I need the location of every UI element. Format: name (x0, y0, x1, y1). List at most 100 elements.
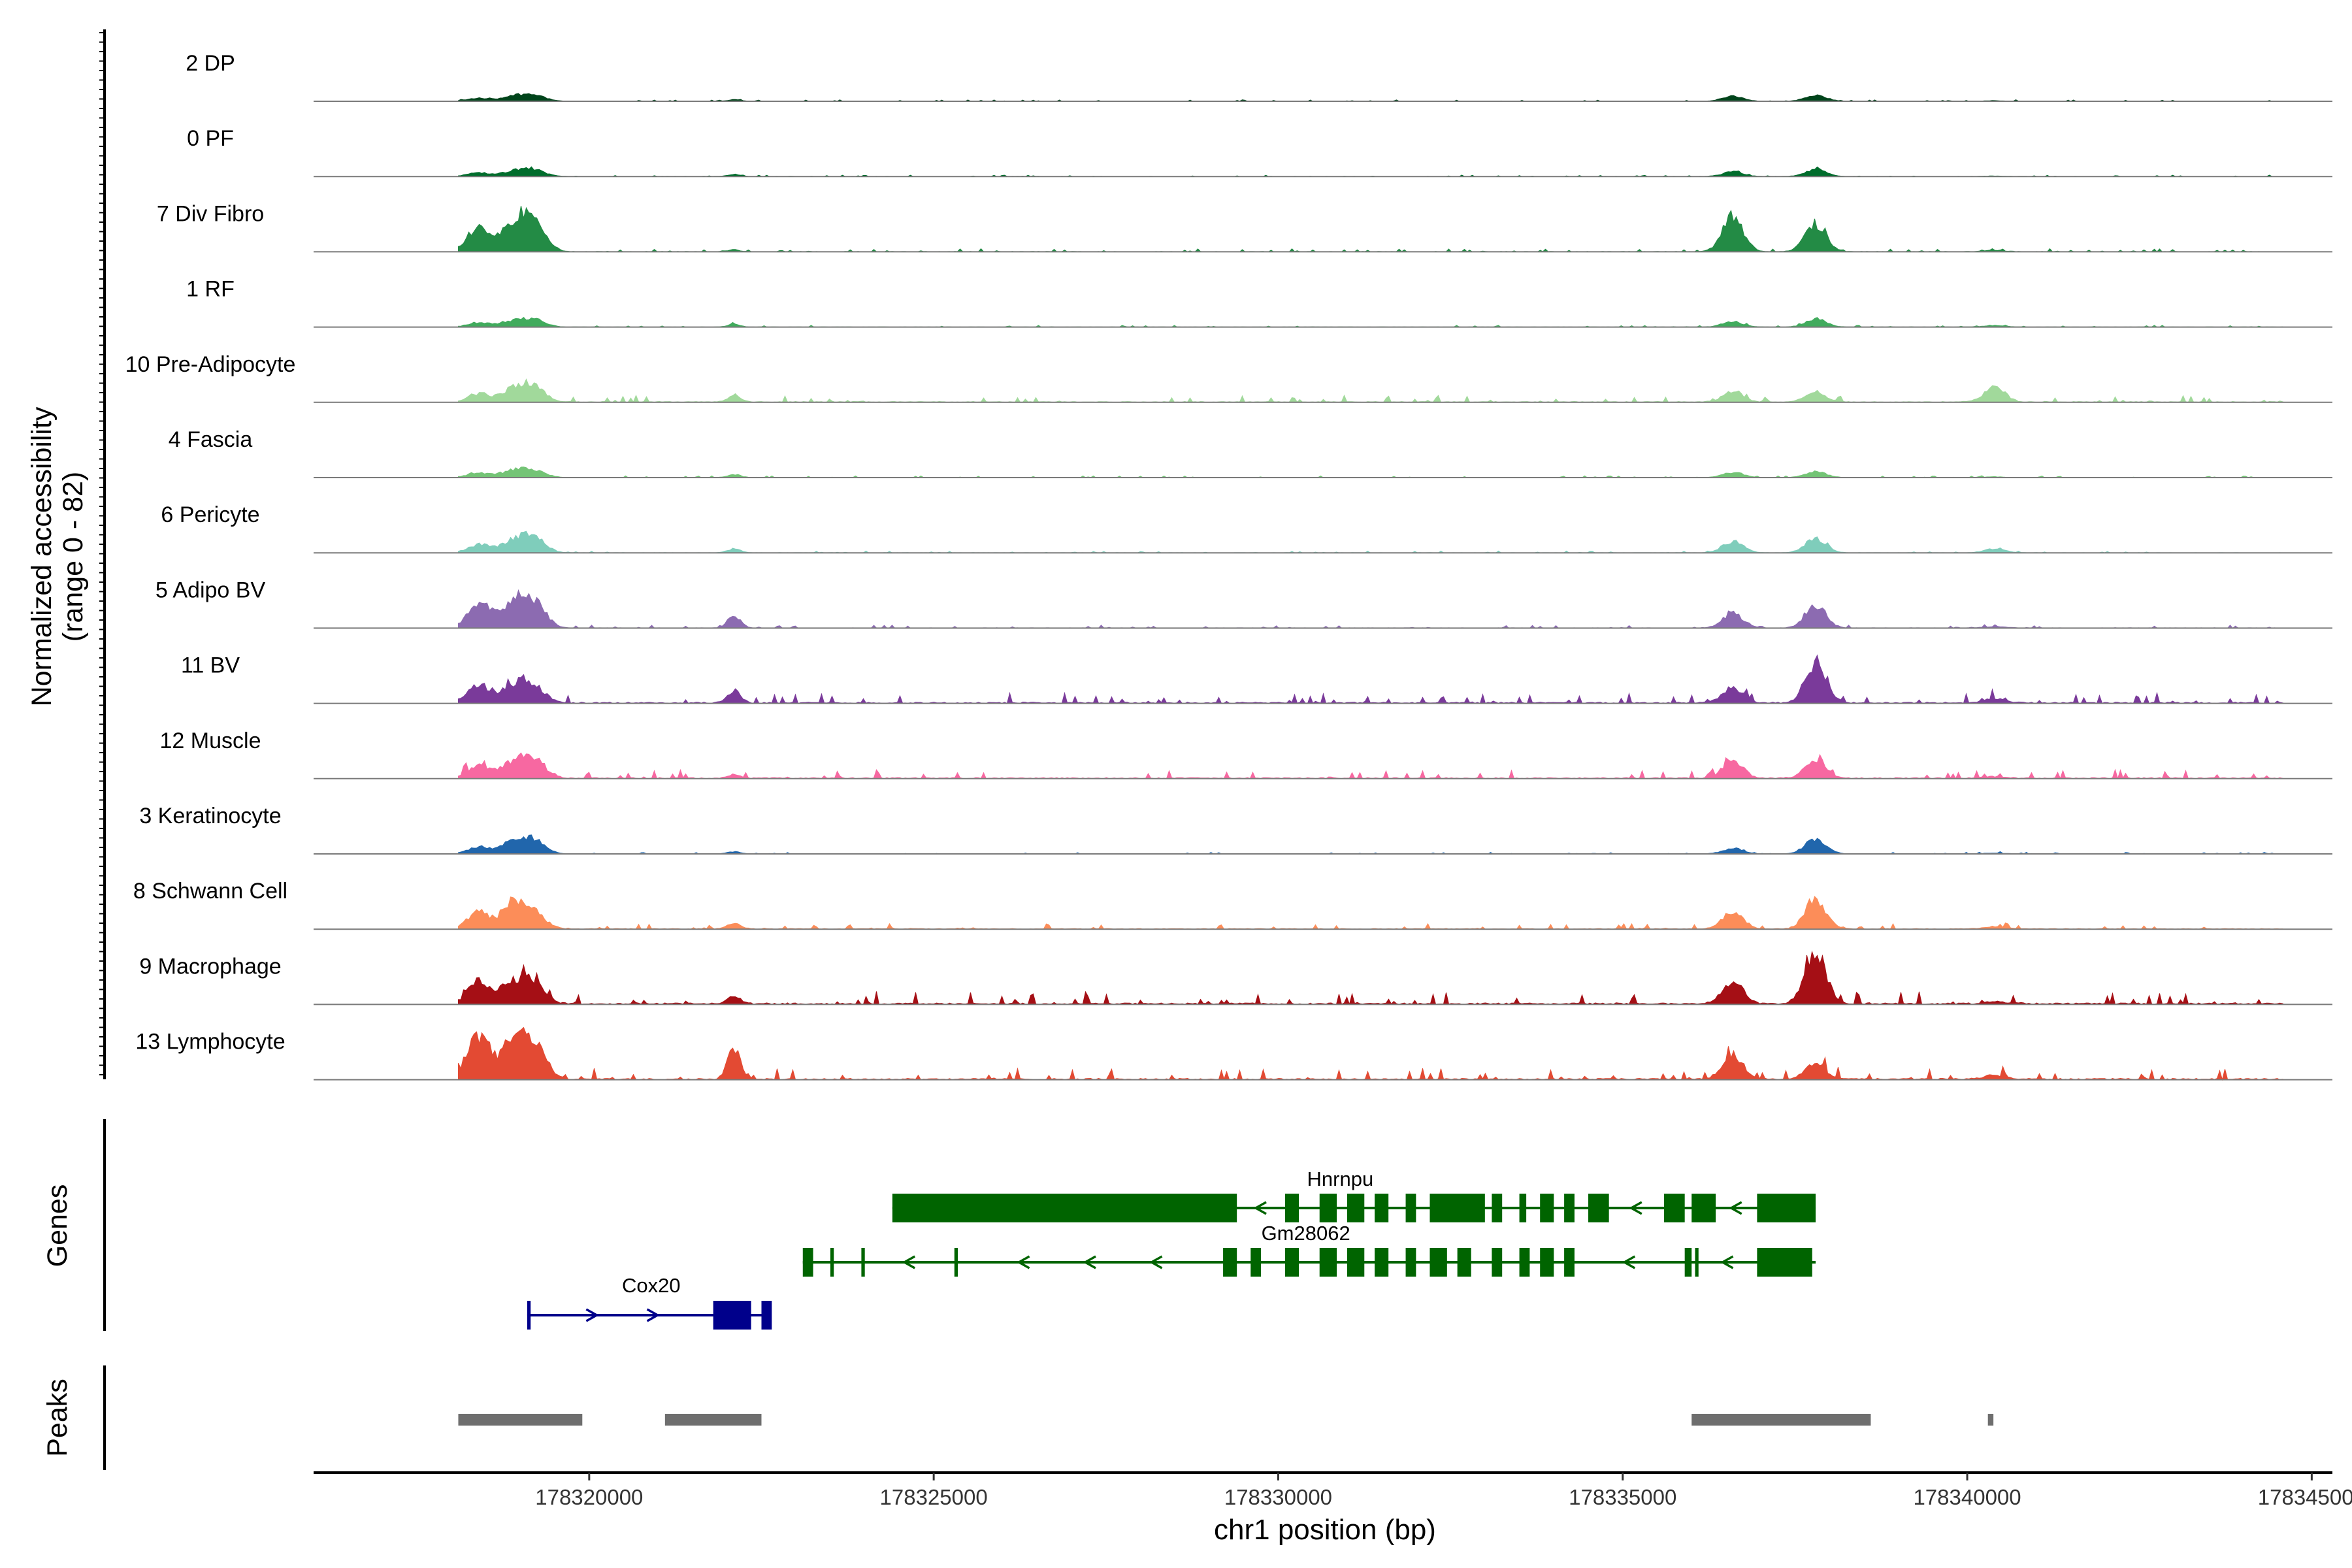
gene-exon (830, 1248, 834, 1277)
gene-exon (1519, 1248, 1530, 1277)
gene-exon (1457, 1248, 1471, 1277)
gene-exon (1284, 1194, 1299, 1222)
coverage-track: 6 Pericyte (161, 502, 2332, 554)
peak-region (664, 1414, 762, 1426)
track-label: 1 RF (186, 277, 235, 302)
track-label: 13 Lymphocyte (135, 1030, 285, 1054)
strand-arrow (1729, 1201, 1742, 1215)
strand-arrow (585, 1308, 599, 1322)
gene-model: Hnrnpu (892, 1168, 1816, 1222)
gene-exon (954, 1248, 958, 1277)
track-label: 7 Div Fibro (157, 201, 264, 226)
gene-exon (1684, 1248, 1692, 1277)
coverage-y-axis (99, 29, 106, 1079)
coverage-area (458, 950, 2285, 1005)
gene-annotation-panel: Hnrnpu Gm28062 Cox20 (527, 1168, 1816, 1330)
gene-exon (1284, 1248, 1299, 1277)
coverage-track: 2 DP (186, 51, 2332, 102)
gene-exon (1564, 1194, 1575, 1222)
peak-region (1691, 1414, 1871, 1426)
track-label: 10 Pre-Adipocyte (125, 352, 296, 377)
coverage-track: 1 RF (186, 277, 2332, 328)
x-tick-label: 178330000 (1224, 1485, 1332, 1509)
strand-arrow (1629, 1201, 1642, 1215)
coverage-track: 3 Keratinocyte (139, 804, 2332, 855)
gene-exon (1250, 1248, 1262, 1277)
track-label: 4 Fascia (169, 427, 253, 452)
gene-label: Hnrnpu (1307, 1168, 1374, 1190)
x-axis: 178320000 178325000 178330000 178335000 1783… (314, 1471, 2352, 1509)
coverage-track: 11 BV (181, 653, 2332, 704)
strand-arrow (646, 1308, 661, 1322)
track-label: 8 Schwann Cell (133, 879, 287, 904)
strand-arrow (1149, 1255, 1163, 1269)
gene-exon (1519, 1194, 1527, 1222)
track-label: 3 Keratinocyte (139, 804, 281, 828)
track-label: 5 Adipo BV (155, 578, 266, 602)
peak-region (1987, 1414, 1994, 1426)
gene-exon (1757, 1194, 1816, 1222)
coverage-track: 13 Lymphocyte (135, 1026, 2332, 1081)
coverage-track: 7 Div Fibro (157, 201, 2332, 253)
x-tick-label: 178345000 (2258, 1485, 2352, 1509)
track-label: 11 BV (181, 653, 240, 678)
gene-exon (1405, 1194, 1416, 1222)
gene-label: Gm28062 (1262, 1222, 1350, 1245)
gene-exon (1564, 1248, 1575, 1277)
peak-region (458, 1414, 583, 1426)
strand-arrow (1253, 1201, 1267, 1215)
gene-exon (1347, 1248, 1365, 1277)
gene-exon (892, 1194, 1237, 1222)
track-label: 0 PF (187, 126, 234, 151)
gene-exon (1429, 1194, 1485, 1222)
gene-exon (1405, 1248, 1416, 1277)
gene-exon (1347, 1194, 1365, 1222)
track-label: 12 Muscle (160, 728, 261, 753)
gene-exon (1757, 1248, 1812, 1277)
coverage-area (458, 1026, 2285, 1081)
strand-arrow (1720, 1255, 1734, 1269)
gene-exon (1492, 1194, 1503, 1222)
gene-exon (1319, 1248, 1337, 1277)
gene-exon (1691, 1194, 1716, 1222)
track-label: 6 Pericyte (161, 502, 259, 527)
track-label: 9 Macrophage (139, 954, 281, 979)
coverage-track: 0 PF (187, 126, 2332, 178)
gene-exon (527, 1301, 531, 1330)
y-axis-subtitle: (range 0 - 82) (57, 472, 89, 642)
x-axis-title: chr1 position (bp) (1214, 1514, 1436, 1546)
coverage-track: 12 Muscle (160, 728, 2332, 780)
strand-arrow (1016, 1255, 1030, 1269)
gene-exon (802, 1248, 813, 1277)
coverage-track: 4 Fascia (169, 427, 2332, 478)
coverage-tracks: 2 DP 0 PF 7 Div Fibro 1 RF 10 Pre-Adipocyte 4… (125, 51, 2332, 1081)
coverage-track: 10 Pre-Adipocyte (125, 352, 2332, 403)
peaks-panel-label: Peaks (42, 1379, 73, 1457)
gene-exon (1319, 1194, 1337, 1222)
strand-arrow (902, 1255, 916, 1269)
gene-exon (1588, 1194, 1609, 1222)
gene-exon (1540, 1194, 1554, 1222)
strand-arrow (1083, 1255, 1096, 1269)
gene-exon (1492, 1248, 1503, 1277)
track-label: 2 DP (186, 51, 235, 76)
gene-exon (1695, 1248, 1699, 1277)
gene-exon (1223, 1248, 1237, 1277)
gene-model: Gm28062 (802, 1222, 1816, 1277)
gene-model: Cox20 (527, 1274, 772, 1330)
y-axis-title: Normalized accessibility (26, 406, 57, 706)
gene-exon (1429, 1248, 1447, 1277)
coverage-track: 9 Macrophage (139, 950, 2332, 1005)
coverage-track: 8 Schwann Cell (133, 879, 2332, 930)
coverage-track: 5 Adipo BV (155, 578, 2332, 629)
gene-exon (1664, 1194, 1685, 1222)
gene-exon (861, 1248, 865, 1277)
gene-exon (761, 1301, 772, 1330)
peaks-panel (458, 1414, 1994, 1426)
strand-arrow (1622, 1255, 1636, 1269)
x-tick-label: 178340000 (1913, 1485, 2021, 1509)
gene-exon (1540, 1248, 1554, 1277)
gene-label: Cox20 (622, 1274, 681, 1297)
gene-exon (1375, 1194, 1389, 1222)
